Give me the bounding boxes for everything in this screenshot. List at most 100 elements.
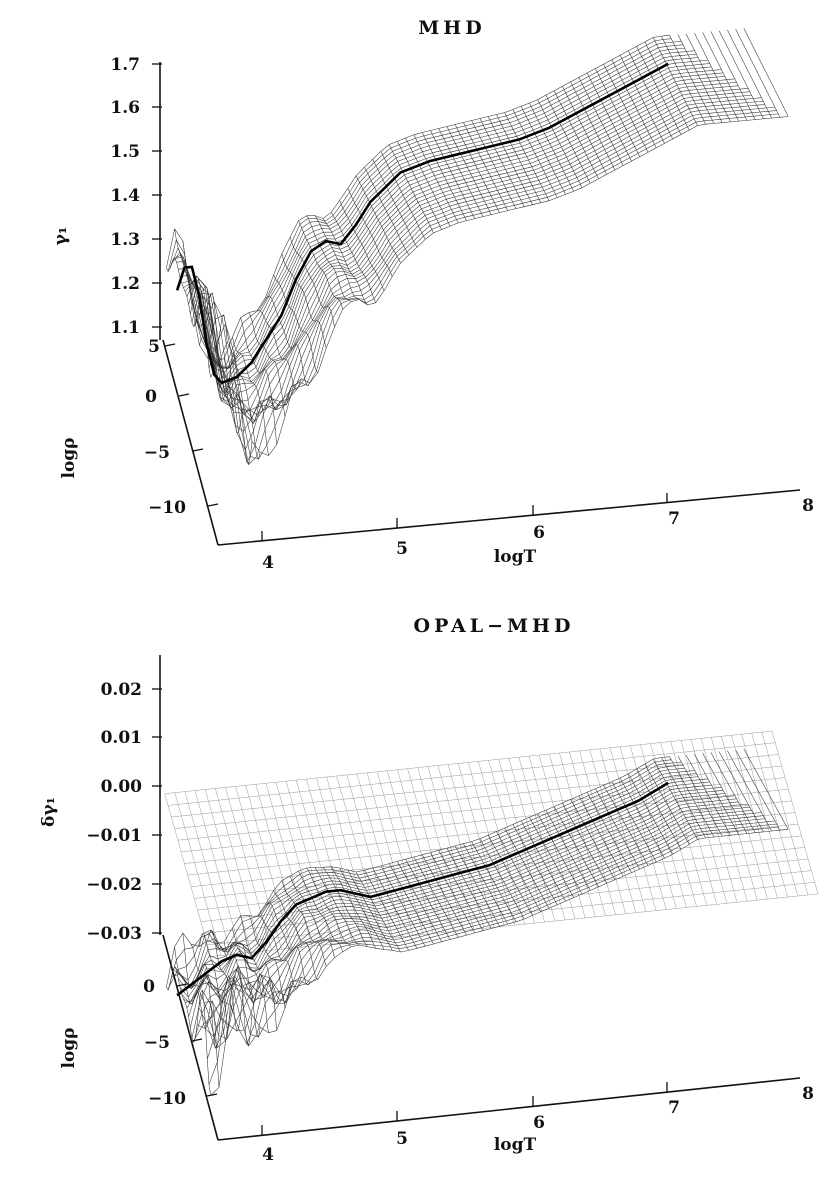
- x-axis-label: logT: [494, 547, 537, 567]
- x-tick-label: 6: [533, 1113, 545, 1133]
- mesh-line-temperature: [570, 81, 616, 171]
- z-axis-label: δγ₁: [39, 797, 59, 827]
- mesh-line-temperature: [603, 63, 649, 153]
- mesh-line-temperature: [595, 68, 640, 157]
- mesh-line-density: [174, 50, 695, 373]
- mesh-line-temperature: [520, 820, 566, 902]
- mesh-line-temperature: [562, 802, 607, 884]
- mesh-line-temperature: [471, 841, 517, 922]
- mesh-line-density: [176, 53, 697, 379]
- x-axis-mhd: 4 5 6 7 8 logT: [217, 489, 814, 573]
- mesh-line-temperature: [537, 813, 583, 895]
- mesh-line-temperature: [207, 929, 253, 1047]
- mesh-line-temperature: [273, 890, 319, 980]
- mesh-line-density: [207, 823, 777, 1060]
- mesh-line-temperature: [628, 773, 673, 855]
- mesh-line-temperature: [174, 946, 220, 1088]
- mesh-line-temperature: [306, 867, 352, 948]
- mesh-line-density: [181, 63, 710, 393]
- mesh-line-density: [200, 812, 762, 1049]
- mesh-line-temperature: [735, 749, 781, 831]
- mesh-line-temperature: [215, 361, 261, 460]
- x-tick-label: 4: [262, 1145, 274, 1165]
- mesh-line-density: [195, 803, 749, 1038]
- mesh-line-temperature: [512, 824, 558, 905]
- mesh-line-temperature: [174, 228, 220, 363]
- x-tick-label: 4: [262, 553, 274, 573]
- z-axis-mhd: 1.1 1.2 1.3 1.4 1.5 1.6 1.7 γ₁: [51, 55, 162, 340]
- y-tick: [178, 393, 190, 397]
- mesh-line-temperature: [677, 34, 723, 123]
- z-tick-label: 1.7: [110, 55, 140, 75]
- panel-title-opal-mhd: OPAL−MHD: [414, 615, 575, 637]
- mesh-line-density: [167, 38, 672, 367]
- highlighted-curve-mhd: [175, 62, 669, 385]
- mesh-line-temperature: [471, 120, 517, 209]
- mesh-line-temperature: [743, 28, 789, 117]
- z-tick-label: 1.3: [110, 230, 140, 250]
- mesh-line-temperature: [454, 124, 500, 213]
- mesh-line-temperature: [388, 144, 434, 234]
- mesh-line-temperature: [694, 753, 739, 835]
- y-tick-label: −10: [148, 498, 186, 518]
- y-tick: [191, 1038, 203, 1042]
- mesh-line-temperature: [710, 752, 756, 833]
- plane-line: [171, 754, 779, 818]
- x-tick-label: 5: [396, 1129, 408, 1149]
- mesh-line-temperature: [421, 854, 467, 936]
- mesh-line-temperature: [372, 867, 418, 949]
- mesh-line-temperature: [735, 28, 781, 118]
- z-axis-opal-mhd: −0.03 −0.02 −0.01 0.00 0.01 0.02 δγ₁: [39, 655, 162, 944]
- mesh-line-temperature: [347, 869, 393, 951]
- mesh-line-temperature: [487, 834, 533, 916]
- plane-line: [197, 847, 805, 911]
- z-axis-label: γ₁: [51, 227, 71, 246]
- mesh-line-density: [198, 810, 752, 1049]
- mesh-line-density: [184, 69, 722, 398]
- mesh-line-temperature: [413, 856, 459, 938]
- mesh-line-temperature: [421, 132, 467, 221]
- mesh-line-temperature: [306, 215, 352, 302]
- mesh-line-temperature: [265, 296, 310, 387]
- mesh-line-density: [166, 35, 670, 362]
- mesh-line-temperature: [463, 122, 508, 211]
- mesh-line-temperature: [207, 351, 253, 466]
- mesh-line-temperature: [562, 86, 607, 175]
- mesh-line-temperature: [256, 915, 302, 990]
- y-axis-line: [162, 339, 219, 546]
- mesh-line-temperature: [405, 137, 451, 227]
- plane-line: [167, 742, 776, 806]
- mesh-line-temperature: [553, 90, 599, 179]
- mesh-line-temperature: [289, 876, 335, 958]
- mesh-line-temperature: [166, 258, 211, 378]
- z-tick-label: 1.6: [110, 98, 140, 118]
- mesh-line-temperature: [586, 72, 632, 162]
- mesh-line-temperature: [636, 46, 682, 135]
- mesh-line-temperature: [380, 151, 426, 240]
- mesh-line-temperature: [380, 865, 426, 947]
- mesh-line-temperature: [339, 200, 385, 292]
- mesh-line-temperature: [496, 114, 541, 203]
- mesh-line-temperature: [223, 358, 269, 456]
- mesh-line-density: [188, 76, 725, 407]
- mesh-line-temperature: [405, 859, 451, 940]
- mesh-line-temperature: [685, 754, 731, 836]
- zero-plane-mesh: [164, 730, 819, 957]
- z-tick-label: 1.2: [110, 274, 140, 294]
- mesh-line-temperature: [702, 32, 748, 121]
- mesh-line-temperature: [339, 867, 385, 950]
- mesh-line-temperature: [529, 102, 574, 192]
- mesh-line-temperature: [446, 126, 492, 215]
- mesh-line-temperature: [430, 852, 475, 934]
- mesh-line-temperature: [463, 843, 508, 925]
- mesh-line-temperature: [364, 167, 409, 256]
- z-tick-label: 1.4: [110, 186, 140, 206]
- mesh-line-temperature: [232, 928, 277, 1031]
- mesh-line-temperature: [298, 870, 343, 952]
- y-axis-line: [162, 934, 219, 1141]
- x-tick-label: 8: [802, 496, 814, 516]
- mesh-line-temperature: [652, 37, 698, 126]
- mesh-line-temperature: [289, 237, 335, 327]
- y-tick: [206, 1093, 218, 1097]
- y-axis-label: logρ: [59, 1028, 79, 1069]
